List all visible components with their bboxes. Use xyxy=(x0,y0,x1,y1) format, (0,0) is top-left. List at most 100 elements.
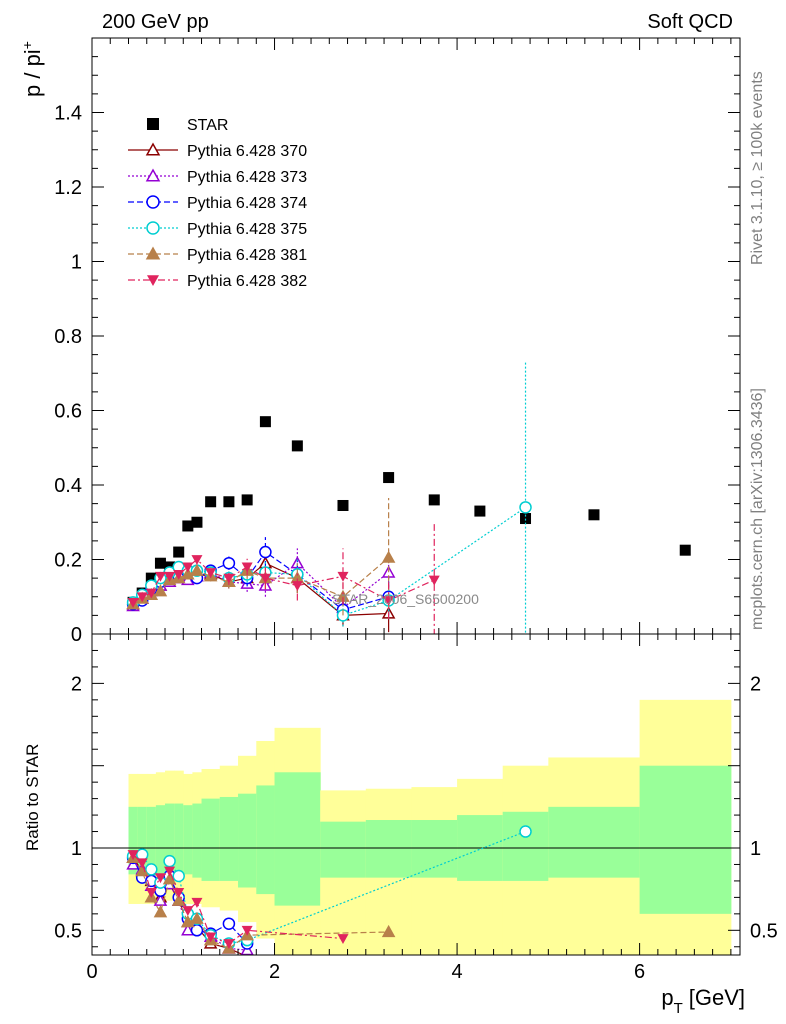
data-point xyxy=(164,571,176,582)
main-y-tick-label: 0.8 xyxy=(54,326,82,348)
main-y-tick-label: 0 xyxy=(71,624,82,646)
data-point xyxy=(259,573,271,584)
ratio-series-5 xyxy=(127,850,349,949)
data-point xyxy=(191,516,203,528)
data-point xyxy=(519,501,532,514)
legend-marker xyxy=(146,221,160,235)
data-point xyxy=(259,416,271,428)
ratio-y-tick-label: 1 xyxy=(71,838,82,860)
band-inner xyxy=(128,806,139,875)
data-point xyxy=(182,520,194,532)
ratio-panel: 0.5 0.5 1 1 2 2 0 2 4 6 Ratio to STAR pT [GeV] xyxy=(23,633,778,1017)
band-inner xyxy=(155,805,166,875)
band-outer xyxy=(365,788,412,955)
band-inner xyxy=(639,765,732,914)
x-tick-label: 4 xyxy=(452,961,463,983)
legend-marker xyxy=(145,142,161,156)
ratio-point xyxy=(173,888,185,898)
data-point xyxy=(428,575,440,586)
band-inner xyxy=(219,796,239,881)
band-outer xyxy=(411,787,458,955)
data-point xyxy=(428,494,440,506)
data-point xyxy=(182,562,194,573)
main-plot-area xyxy=(126,362,691,634)
ratio-point xyxy=(164,866,176,877)
x-tick-label: 6 xyxy=(634,961,645,983)
band-inner xyxy=(183,805,193,875)
ratio-point xyxy=(163,854,176,868)
series-6 xyxy=(127,524,440,634)
data-point xyxy=(337,499,349,511)
data-point xyxy=(381,550,396,563)
band-inner xyxy=(365,820,412,878)
side-label-mcplots: mcplots.cern.ch [arXiv:1306.3436] xyxy=(749,388,766,630)
ratio-point xyxy=(145,888,157,898)
data-point xyxy=(154,571,166,582)
ratio-uncertainty-bands xyxy=(92,699,740,955)
data-point xyxy=(205,496,217,508)
ratio-point xyxy=(181,915,195,928)
ratio-point xyxy=(205,932,217,943)
series-line xyxy=(132,506,526,617)
ratio-point xyxy=(172,869,185,883)
data-point xyxy=(136,592,148,603)
legend-marker xyxy=(145,168,161,182)
main-y-tick-label: 0.2 xyxy=(54,550,82,572)
legend-entry: Pythia 6.428 370 xyxy=(128,142,307,160)
data-point xyxy=(145,572,157,584)
main-watermark: STAR_2006_S6500200 xyxy=(332,591,479,607)
legend-entry: Pythia 6.428 381 xyxy=(128,246,307,264)
legend-label: Pythia 6.428 373 xyxy=(187,169,307,186)
ratio-point xyxy=(191,897,203,908)
ratio-point xyxy=(145,863,158,876)
data-point xyxy=(291,581,303,592)
band-inner xyxy=(256,785,276,895)
ratio-point xyxy=(241,925,253,936)
data-point xyxy=(291,440,303,452)
legend-label: Pythia 6.428 375 xyxy=(187,221,307,238)
data-point xyxy=(181,567,195,580)
band-inner xyxy=(165,803,175,873)
x-tick-label: 0 xyxy=(86,961,97,983)
series-line xyxy=(132,558,435,603)
data-point xyxy=(205,568,217,579)
ratio-point xyxy=(223,939,235,949)
data-point xyxy=(223,573,235,584)
ratio-axes: 0.5 0.5 1 1 2 2 0 2 4 6 xyxy=(54,633,778,983)
data-point xyxy=(223,496,235,508)
x-tick-label: 2 xyxy=(269,961,280,983)
side-label-rivet: Rivet 3.1.10, ≥ 100k events xyxy=(749,71,766,265)
band-inner xyxy=(411,820,458,878)
ratio-point xyxy=(127,850,139,861)
ratio-plot-area xyxy=(126,825,532,955)
data-point xyxy=(154,557,166,569)
ratio-point xyxy=(181,923,195,936)
legend-marker xyxy=(147,118,159,130)
legend-label: Pythia 6.428 382 xyxy=(187,273,307,290)
main-panel: STAR_2006_S6500200 00.20.40.60.811.21.4 … xyxy=(19,37,741,646)
legend-marker xyxy=(146,195,160,209)
legend-label: Pythia 6.428 370 xyxy=(187,143,307,160)
legend-entry: STAR xyxy=(147,117,228,134)
data-point xyxy=(145,588,157,599)
ratio-series-group xyxy=(126,825,532,955)
ratio-y-tick-label: 2 xyxy=(71,673,82,695)
band-inner xyxy=(238,793,257,888)
band-inner xyxy=(274,772,321,906)
band-inner xyxy=(320,821,367,878)
data-point xyxy=(127,597,139,608)
data-point xyxy=(259,545,272,559)
data-point xyxy=(191,555,203,565)
main-y-axis-label: p / pi+ xyxy=(19,41,45,97)
ratio-point xyxy=(182,906,194,917)
data-point xyxy=(190,563,204,576)
ratio-point xyxy=(222,917,236,930)
band-inner xyxy=(137,806,148,875)
ratio-point xyxy=(337,934,349,945)
x-axis-label-p: p xyxy=(661,985,673,1010)
data-point xyxy=(222,556,236,570)
data-point xyxy=(520,513,532,525)
ratio-point xyxy=(153,905,168,918)
legend-entry: Pythia 6.428 375 xyxy=(128,221,307,238)
ratio-line xyxy=(132,854,344,945)
